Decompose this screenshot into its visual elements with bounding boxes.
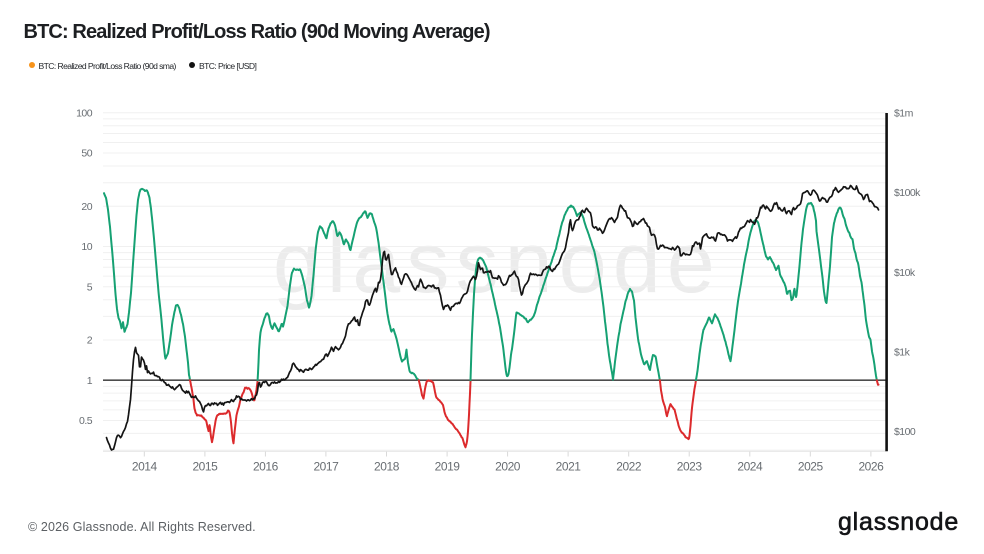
svg-text:2017: 2017 <box>313 460 339 474</box>
svg-text:2: 2 <box>87 335 93 347</box>
svg-text:2021: 2021 <box>556 460 582 474</box>
svg-text:$1k: $1k <box>894 346 911 358</box>
svg-text:$10k: $10k <box>894 267 916 279</box>
svg-text:1: 1 <box>87 375 93 387</box>
svg-text:50: 50 <box>81 148 92 160</box>
svg-text:2023: 2023 <box>677 460 703 474</box>
svg-text:10: 10 <box>81 241 92 253</box>
svg-text:$1m: $1m <box>894 108 914 120</box>
svg-text:$100: $100 <box>894 426 916 438</box>
svg-text:2026: 2026 <box>858 460 884 474</box>
svg-text:$100k: $100k <box>894 187 921 199</box>
svg-text:2024: 2024 <box>737 460 763 474</box>
svg-text:20: 20 <box>81 201 92 213</box>
svg-text:2015: 2015 <box>192 460 218 474</box>
svg-text:2022: 2022 <box>616 460 642 474</box>
svg-text:2019: 2019 <box>435 460 461 474</box>
svg-text:2020: 2020 <box>495 460 521 474</box>
svg-text:0.5: 0.5 <box>79 415 93 427</box>
svg-text:100: 100 <box>76 107 93 119</box>
svg-text:2016: 2016 <box>253 460 279 474</box>
svg-text:2018: 2018 <box>374 460 400 474</box>
svg-text:5: 5 <box>87 281 93 293</box>
svg-text:2025: 2025 <box>798 460 824 474</box>
svg-text:2014: 2014 <box>132 460 158 474</box>
